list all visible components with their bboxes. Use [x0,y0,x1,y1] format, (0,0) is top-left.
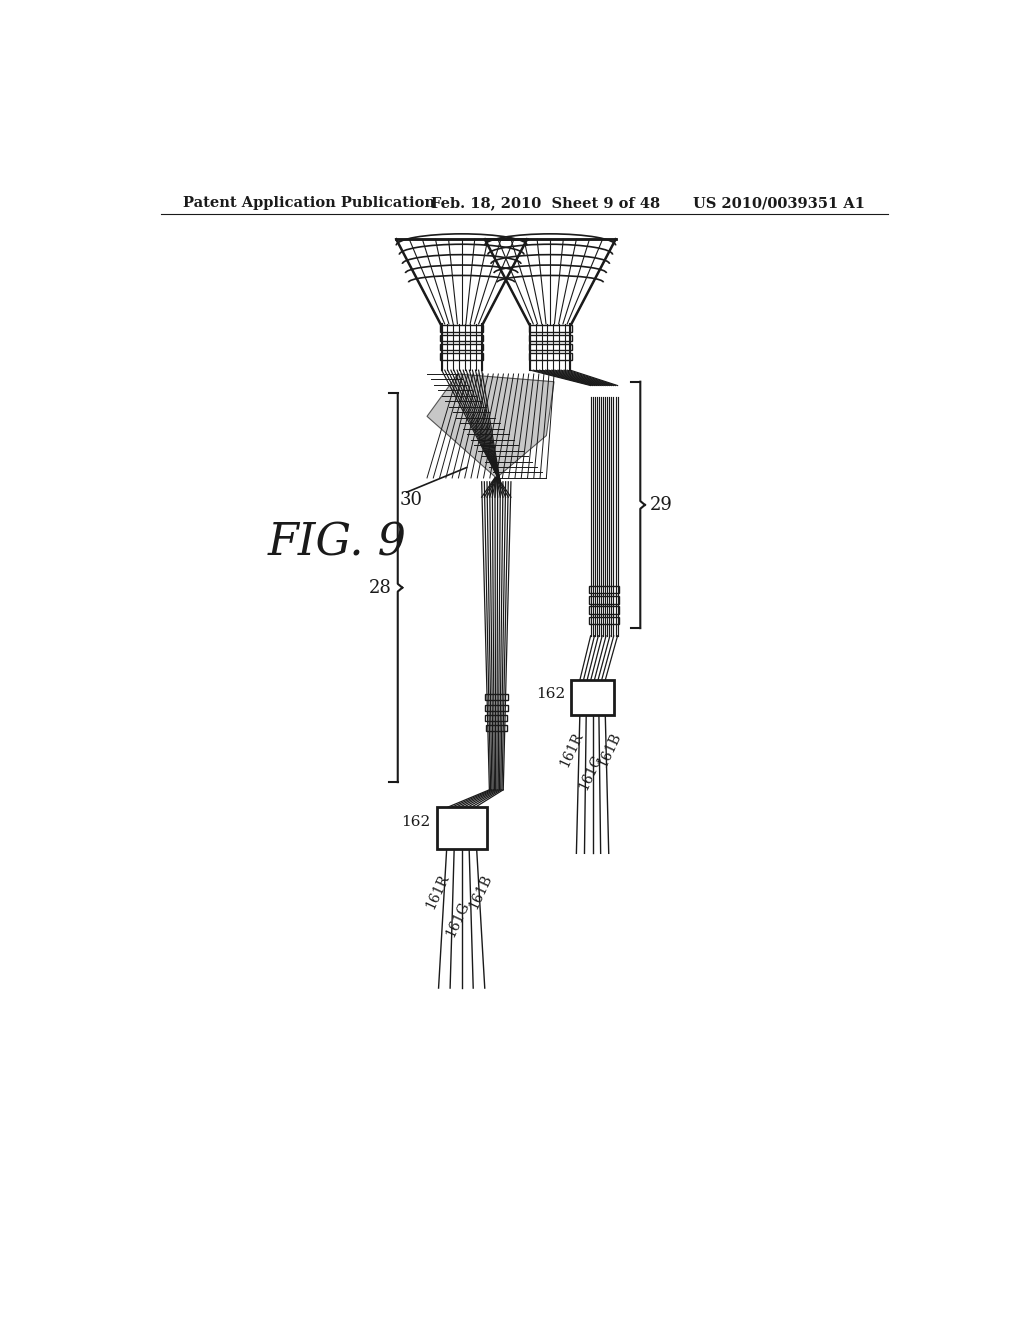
Bar [440,334,483,341]
Text: Patent Application Publication: Patent Application Publication [183,197,435,210]
Bar [485,705,508,710]
Text: 161R: 161R [423,873,452,912]
Bar [440,343,483,350]
Bar [485,715,507,721]
Text: Feb. 18, 2010  Sheet 9 of 48: Feb. 18, 2010 Sheet 9 of 48 [431,197,660,210]
Bar [436,807,486,850]
Bar [589,606,620,614]
Bar [528,352,571,359]
Text: 161B: 161B [595,730,624,770]
Bar [440,352,483,359]
Polygon shape [427,374,554,478]
Bar [528,334,571,341]
Text: 28: 28 [370,578,392,597]
Text: 161R: 161R [557,730,585,770]
Bar [528,343,571,350]
Text: 161G: 161G [575,752,604,792]
Text: 162: 162 [536,686,565,701]
Bar [485,725,507,731]
Text: FIG. 9: FIG. 9 [267,521,407,565]
Bar [589,616,620,624]
Bar [484,694,508,701]
Bar [571,680,613,714]
Text: 161B: 161B [467,873,495,911]
Text: 29: 29 [650,496,673,513]
Bar [440,325,483,331]
Bar [589,586,620,594]
Bar [589,597,620,603]
Text: 162: 162 [401,816,430,829]
Bar [528,325,571,331]
Text: 30: 30 [400,491,423,508]
Text: 161G: 161G [443,899,472,939]
Text: US 2010/0039351 A1: US 2010/0039351 A1 [692,197,864,210]
